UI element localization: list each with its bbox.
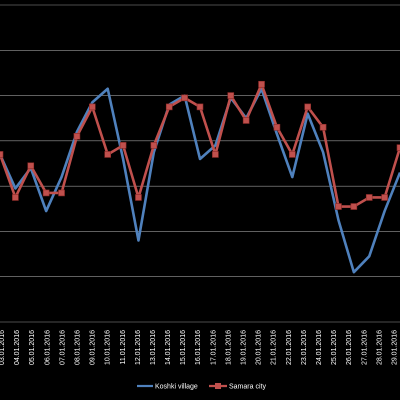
x-tick-label: 03.01.2016: [0, 330, 6, 365]
data-point: [350, 203, 358, 210]
x-tick-label: 06.01.2016: [44, 330, 51, 365]
x-tick-label: 25.01.2016: [331, 330, 338, 365]
data-point: [181, 94, 188, 102]
x-tick-label: 28.01.2016: [376, 330, 383, 365]
data-point: [365, 194, 373, 201]
series-markers: [0, 80, 400, 210]
data-point: [227, 92, 235, 99]
data-point: [12, 194, 19, 201]
x-tick-label: 23.01.2016: [301, 330, 308, 365]
data-point: [135, 194, 142, 201]
x-tick-label: 15.01.2016: [180, 330, 187, 365]
data-point: [104, 151, 111, 158]
x-tick-label: 10.01.2016: [105, 330, 112, 365]
x-tick-label: 22.01.2016: [286, 330, 293, 365]
data-point: [73, 133, 81, 140]
x-tick-label: 17.01.2016: [210, 330, 217, 365]
data-point: [0, 151, 4, 158]
x-tick-label: 27.01.2016: [361, 330, 368, 365]
x-tick-label: 04.01.2016: [14, 330, 21, 365]
x-tick-label: 20.01.2016: [256, 330, 263, 365]
x-tick-label: 11.01.2016: [120, 330, 127, 365]
data-point: [89, 103, 96, 111]
data-point: [165, 103, 173, 111]
data-point: [196, 103, 204, 111]
x-tick-label: 16.01.2016: [195, 330, 202, 365]
x-tick-label: 05.01.2016: [29, 330, 36, 365]
legend-label-koshki-village: Koshki village: [155, 384, 198, 391]
x-tick-label: 08.01.2016: [74, 330, 81, 365]
x-tick-label: 07.01.2016: [59, 330, 66, 365]
data-point: [335, 203, 342, 210]
data-point: [150, 142, 158, 149]
series-line-koshki-village: [0, 87, 400, 274]
data-point: [58, 189, 65, 197]
legend: Koshki village Samara city: [137, 383, 266, 391]
data-point: [119, 142, 127, 149]
data-point: [42, 189, 50, 197]
x-tick-label: 13.01.2016: [150, 330, 157, 365]
x-tick-label: 26.01.2016: [346, 330, 353, 365]
x-tick-label: 12.01.2016: [135, 330, 142, 365]
data-point: [258, 80, 265, 88]
x-tick-label: 14.01.2016: [165, 330, 172, 365]
x-tick-label: 21.01.2016: [271, 330, 278, 365]
x-tick-label: 18.01.2016: [225, 330, 232, 365]
data-point: [289, 151, 296, 158]
data-point: [212, 151, 219, 158]
data-point: [381, 194, 388, 201]
x-axis-tick-labels: 03.01.2016 04.01.2016 05.01.2016 06.01.2016…: [0, 330, 398, 365]
x-tick-label: 24.01.2016: [316, 330, 323, 365]
x-tick-label: 19.01.2016: [241, 330, 248, 365]
gridlines: [0, 4, 400, 323]
data-point: [396, 144, 400, 151]
x-tick-label: 09.01.2016: [90, 330, 97, 365]
data-point: [273, 123, 281, 131]
data-point: [319, 123, 327, 131]
data-point: [27, 162, 35, 170]
data-point: [242, 117, 250, 124]
data-point: [304, 103, 311, 111]
legend-label-samara-city: Samara city: [229, 384, 266, 391]
x-tick-label: 29.01.2016: [391, 330, 398, 365]
legend-marker-samara-city: [215, 383, 221, 389]
